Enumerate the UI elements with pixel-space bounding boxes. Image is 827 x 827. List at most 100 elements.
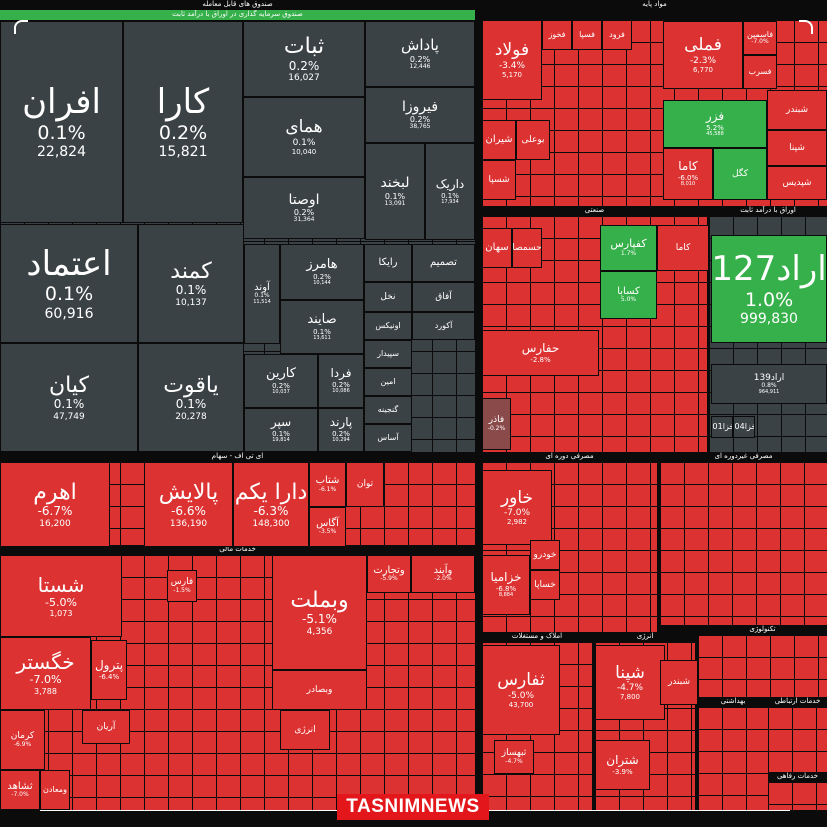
treemap-tile[interactable]: شبندر	[767, 90, 827, 130]
treemap-tile[interactable]: ثبات 0.2% 16,027	[243, 21, 365, 97]
treemap-tile[interactable]: شپنا	[767, 130, 827, 166]
treemap-tile[interactable]: خگستر -7.0% 3,788	[0, 637, 91, 710]
treemap-tile[interactable]: وبملت -5.1% 4,356	[272, 555, 367, 670]
treemap-tile[interactable]: اخزا101	[711, 416, 733, 438]
tile-symbol: وتجارت	[373, 564, 405, 576]
treemap-tile[interactable]: شپدیس	[767, 166, 827, 200]
treemap-tile[interactable]: خاور -7.0% 2,982	[482, 470, 552, 545]
treemap-tile[interactable]: تصمیم	[412, 244, 475, 282]
treemap-tile[interactable]: فسپا	[572, 20, 602, 50]
treemap-tile[interactable]: گنجینه	[364, 396, 412, 424]
treemap-tile[interactable]: شتران -3.9%	[595, 740, 650, 790]
treemap-tile[interactable]: شستا -5.0% 1,073	[0, 555, 122, 637]
treemap-tile[interactable]: خساپا	[530, 570, 560, 600]
treemap-tile[interactable]: شبندر	[660, 660, 698, 705]
treemap-tile[interactable]: کسابا 5.0%	[600, 271, 657, 319]
treemap-tile[interactable]: اهرم -6.7% 16,200	[0, 462, 110, 547]
treemap-tile[interactable]: کمند 0.1% 10,137	[138, 224, 244, 343]
treemap-tile[interactable]: بوعلی	[516, 120, 550, 160]
treemap-tile[interactable]: آکورد	[412, 312, 475, 340]
treemap-tile[interactable]: اوصتا 0.2% 31,364	[243, 177, 365, 239]
treemap-tile[interactable]: همای 0.1% 10,040	[243, 97, 365, 177]
tile-symbol: فولاد	[494, 40, 530, 61]
treemap-tile[interactable]: ثشاهد -7.0%	[0, 770, 40, 810]
tile-value: 10,137	[175, 297, 207, 308]
tile-change: -7.0%	[751, 38, 769, 46]
treemap-tile[interactable]: کارا 0.2% 15,821	[123, 21, 243, 223]
treemap-tile[interactable]: فارس -1.5%	[167, 570, 197, 602]
treemap-tile[interactable]: فسرب	[743, 55, 777, 89]
treemap-tile[interactable]: کفپارس 1.7%	[600, 225, 657, 271]
treemap-tile[interactable]: پترول -6.4%	[91, 640, 127, 700]
treemap-tile[interactable]: وآیند -2.0%	[411, 555, 475, 593]
sector-area	[698, 635, 827, 697]
treemap-tile[interactable]: سپر 0.1% 19,814	[244, 408, 318, 452]
treemap-tile[interactable]: شتاب -6.1%	[309, 462, 346, 507]
tile-symbol: شیران	[485, 134, 513, 146]
treemap-tile[interactable]: حفارس -2.8%	[482, 330, 599, 376]
treemap-tile[interactable]: آوند 0.1% 11,514	[244, 244, 280, 344]
treemap-tile[interactable]: فولاد -3.4% 5,170	[482, 20, 542, 100]
treemap-tile[interactable]: آساس	[364, 424, 412, 452]
treemap-tile[interactable]: نخل	[364, 282, 412, 312]
treemap-tile[interactable]: پالایش -6.6% 136,190	[144, 462, 233, 547]
treemap-tile[interactable]: سپیدار	[364, 340, 412, 368]
treemap-tile[interactable]: آفاق	[412, 282, 475, 312]
treemap-tile[interactable]: شپنا -4.7% 7,800	[595, 645, 665, 720]
treemap-tile[interactable]: کاما -6.0% 8,010	[663, 148, 713, 200]
treemap-tile[interactable]: توان	[346, 462, 384, 507]
treemap-tile[interactable]: فخوز	[542, 20, 572, 50]
treemap-tile[interactable]: اخزا104	[733, 416, 755, 438]
tile-symbol: پالایش	[158, 479, 219, 505]
treemap-tile[interactable]: کاما	[657, 225, 709, 271]
treemap-tile[interactable]: آریان	[82, 710, 130, 744]
treemap-tile[interactable]: ثفارس -5.0% 43,700	[482, 645, 560, 735]
treemap-tile[interactable]: کرمان -6.9%	[0, 710, 45, 770]
treemap-tile[interactable]: فردا 0.2% 10,086	[318, 354, 364, 408]
treemap-tile[interactable]: صایند 0.1% 13,611	[280, 300, 364, 354]
treemap-tile[interactable]: دارا یکم -6.3% 148,300	[233, 462, 309, 547]
treemap-tile[interactable]: فاسمین -7.0%	[743, 21, 777, 55]
sector-title: خدمات رفاهی	[776, 772, 819, 780]
treemap-tile[interactable]: سهان	[482, 228, 512, 268]
tile-symbol: فخوز	[548, 30, 566, 40]
treemap-tile[interactable]: آگاس -3.5%	[309, 507, 346, 547]
tile-change: 0.1%	[441, 191, 459, 200]
treemap-tile[interactable]: اراد127 1.0% 999,830	[711, 235, 827, 343]
treemap-tile[interactable]: پارند 0.2% 10,294	[318, 408, 364, 452]
treemap-tile[interactable]: وتجارت -5.9%	[367, 555, 411, 593]
tile-symbol: شبندر	[785, 104, 809, 115]
treemap-tile[interactable]: فملی -2.3% 6,770	[663, 21, 743, 89]
treemap-tile[interactable]: فرود	[602, 20, 632, 50]
sector-title: بهداشتی	[720, 697, 746, 705]
treemap-tile[interactable]: ثبهساز -4.7%	[494, 740, 534, 774]
treemap-tile[interactable]: کارین 0.2% 10,037	[244, 354, 318, 408]
treemap-tile[interactable]: داریک 0.1% 17,934	[425, 143, 475, 240]
treemap-tile[interactable]: شیران	[482, 120, 516, 160]
treemap-tile[interactable]: یاقوت 0.1% 20,278	[138, 343, 244, 452]
treemap-tile[interactable]: خزامیا -6.8% 8,884	[482, 555, 530, 615]
treemap-tile[interactable]: اعتماد 0.1% 60,916	[0, 224, 138, 343]
treemap-tile[interactable]: اونیکس	[364, 312, 412, 340]
treemap-tile[interactable]: انرژی	[280, 710, 330, 750]
treemap-tile[interactable]: وبصادر	[272, 670, 367, 710]
treemap-tile[interactable]: شسپا	[482, 160, 516, 200]
treemap-tile[interactable]: لبخند 0.1% 13,091	[365, 143, 425, 240]
treemap-tile[interactable]: فزر 5.2% 45,588	[663, 100, 767, 148]
tile-change: 0.1%	[272, 430, 290, 438]
treemap-tile[interactable]: امین	[364, 368, 412, 396]
treemap-tile[interactable]: کگل	[713, 148, 767, 200]
treemap-tile[interactable]: هامرز 0.2% 10,144	[280, 244, 364, 300]
treemap-tile[interactable]: افران 0.1% 22,824	[0, 21, 123, 223]
treemap-tile[interactable]: رایکا	[364, 244, 412, 282]
treemap-tile[interactable]: کیان 0.1% 47,749	[0, 343, 138, 452]
tile-symbol: کارا	[156, 82, 210, 123]
treemap-tile[interactable]: اراد139 0.8% 964,911	[711, 364, 827, 404]
treemap-tile[interactable]: پاداش 0.2% 12,446	[365, 21, 475, 87]
treemap-tile[interactable]: حسمصا	[512, 228, 542, 268]
tile-value: 999,830	[740, 311, 798, 328]
treemap-tile[interactable]: فیروزا 0.2% 38,765	[365, 87, 475, 143]
treemap-tile[interactable]: ومعادن	[40, 770, 70, 810]
treemap-tile[interactable]: خودرو	[530, 540, 560, 570]
treemap-tile[interactable]: فاذر -0.2%	[482, 398, 511, 450]
